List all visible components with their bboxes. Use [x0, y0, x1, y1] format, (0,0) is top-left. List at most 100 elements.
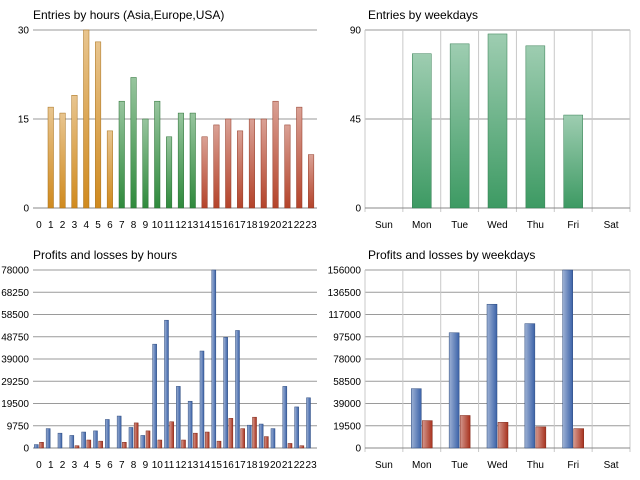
x-tick-label: Fri	[567, 220, 579, 231]
profit-bar	[187, 400, 193, 449]
x-tick-label: 8	[131, 220, 137, 231]
profit-bar	[211, 269, 217, 449]
profit-bar	[411, 388, 422, 449]
pl-hours-plot: 0975019500292503900048750585006825078000…	[1, 266, 318, 472]
loss-bar	[169, 421, 174, 449]
x-tick-label: 10	[152, 220, 164, 231]
profit-bar	[247, 424, 252, 449]
x-tick-label: 18	[246, 460, 258, 471]
profit-bar	[258, 423, 264, 449]
bar	[47, 106, 54, 209]
y-tick-label: 0	[23, 444, 29, 455]
x-tick-label: 2	[60, 220, 66, 231]
profit-bar	[270, 428, 276, 449]
x-tick-label: Sat	[604, 220, 619, 231]
x-tick-label: 17	[235, 460, 247, 471]
x-tick-label: 23	[306, 220, 318, 231]
x-tick-label: 16	[223, 220, 235, 231]
x-tick-label: 23	[306, 460, 318, 471]
x-tick-label: Tue	[451, 220, 468, 231]
x-tick-label: Thu	[527, 460, 544, 471]
x-tick-label: 18	[246, 220, 258, 231]
loss-bar	[535, 426, 547, 449]
x-tick-label: Wed	[487, 220, 507, 231]
x-tick-label: 13	[187, 220, 199, 231]
profit-bar	[282, 386, 288, 449]
profit-bar	[486, 303, 498, 449]
x-tick-label: 6	[107, 220, 113, 231]
x-tick-label: 3	[72, 220, 78, 231]
loss-bar	[86, 439, 92, 449]
profit-bar	[306, 397, 311, 449]
x-tick-label: 0	[36, 460, 42, 471]
y-tick-label: 19500	[333, 421, 361, 432]
x-tick-label: 15	[211, 460, 223, 471]
y-tick-label: 68250	[1, 288, 29, 299]
bar	[95, 41, 102, 209]
y-tick-label: 117000	[328, 310, 361, 321]
x-tick-label: 7	[119, 460, 125, 471]
y-tick-label: 30	[18, 26, 30, 37]
x-tick-label: 19	[258, 220, 270, 231]
loss-bar	[252, 416, 257, 449]
bar	[412, 53, 432, 209]
loss-bar	[98, 440, 103, 449]
x-tick-label: 14	[199, 460, 211, 471]
y-tick-label: 48750	[1, 332, 29, 343]
x-tick-label: 22	[294, 220, 306, 231]
profit-bar	[152, 343, 157, 449]
y-tick-label: 29250	[1, 377, 29, 388]
loss-bar	[181, 439, 186, 449]
bar	[225, 118, 232, 209]
chart-entries-by-weekdays: Entries by weekdays 0 45 90 Sun Mon Tue Wed Thu…	[320, 0, 640, 240]
loss-bar	[299, 445, 305, 449]
profit-bar	[448, 332, 460, 449]
chart-title: Profits and losses by hours	[33, 248, 178, 262]
bar	[296, 106, 303, 209]
profit-bar	[105, 419, 110, 449]
y-tick-label: 0	[355, 444, 361, 455]
chart-title: Entries by hours (Asia,Europe,USA)	[33, 8, 225, 22]
chart-title: Entries by weekdays	[368, 8, 479, 22]
y-tick-label: 90	[350, 26, 362, 37]
profit-bar	[140, 435, 146, 449]
x-tick-label: 19	[258, 460, 270, 471]
loss-bar	[573, 428, 584, 449]
x-tick-label: 21	[282, 220, 294, 231]
bar	[59, 112, 66, 209]
x-tick-label: 16	[223, 460, 235, 471]
x-tick-label: 20	[270, 220, 282, 231]
x-tick-label: Wed	[487, 460, 507, 471]
profit-bar	[164, 319, 169, 449]
bar	[71, 95, 78, 209]
profit-bar	[81, 431, 86, 449]
bar	[563, 114, 583, 209]
bar	[177, 112, 184, 209]
profit-bar	[199, 350, 205, 449]
profit-bar	[34, 444, 39, 449]
x-tick-label: Tue	[451, 460, 468, 471]
y-tick-label: 9750	[7, 421, 30, 432]
y-tick-label: 0	[23, 204, 29, 215]
x-tick-label: 7	[119, 220, 125, 231]
x-tick-label: 9	[143, 220, 149, 231]
loss-bar	[459, 415, 471, 449]
x-tick-label: 6	[107, 460, 113, 471]
x-tick-label: 21	[282, 460, 294, 471]
x-tick-label: 9	[143, 460, 149, 471]
x-tick-label: 5	[95, 460, 101, 471]
y-tick-label: 19500	[1, 399, 29, 410]
loss-bar	[264, 436, 269, 449]
y-tick-label: 58500	[333, 377, 361, 388]
x-tick-label: 1	[48, 460, 54, 471]
profit-bar	[294, 406, 299, 449]
profit-bar	[176, 386, 181, 449]
x-tick-label: 11	[164, 220, 175, 231]
bar	[189, 112, 196, 209]
profit-bar	[93, 430, 98, 449]
bar	[449, 43, 470, 209]
y-tick-label: 39000	[333, 399, 361, 410]
x-tick-label: 17	[235, 220, 247, 231]
x-tick-label: 10	[152, 460, 164, 471]
y-tick-label: 58500	[1, 310, 29, 321]
